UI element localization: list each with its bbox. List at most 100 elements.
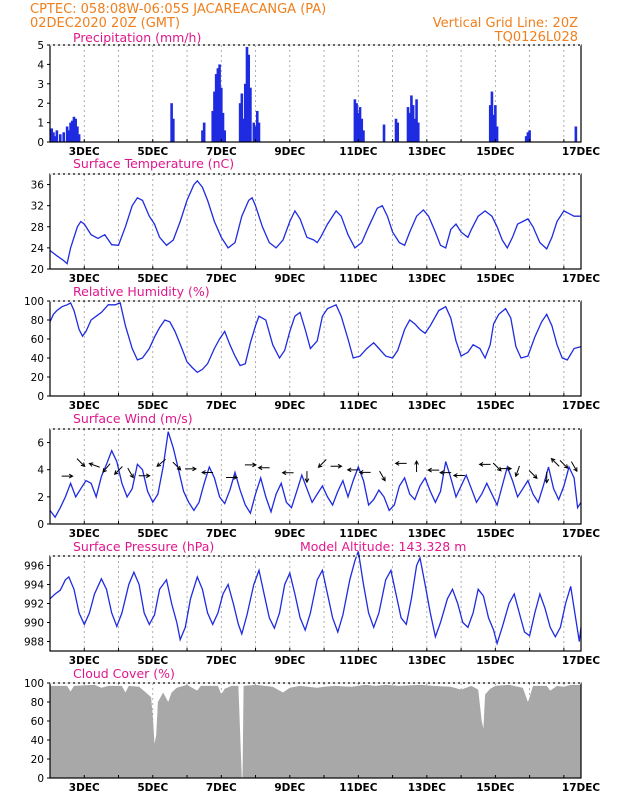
precip-bar — [62, 132, 66, 142]
x-tick-label: 9DEC — [274, 273, 305, 285]
precip-bar — [382, 124, 386, 142]
precip-bar — [223, 130, 227, 142]
wind-vector-arrow — [184, 466, 198, 472]
x-tick-label: 15DEC — [476, 146, 515, 158]
precip-bar — [254, 126, 257, 142]
wind-vector-arrow — [346, 467, 359, 473]
precip-bar — [408, 112, 412, 142]
precip-bar — [410, 95, 413, 142]
wind-vector-arrow — [330, 463, 343, 469]
x-tick-label: 3DEC — [69, 400, 100, 412]
precip-bar — [257, 122, 261, 142]
panel-frame — [49, 300, 582, 397]
wind-vector-arrow — [439, 470, 452, 475]
precip-bar — [202, 122, 206, 142]
y-tick-label: 80 — [31, 697, 44, 709]
x-tick-label: 9DEC — [274, 400, 305, 412]
grid-line-header: Vertical Grid Line: 20Z — [433, 16, 578, 31]
y-tick-label: 2 — [37, 492, 44, 504]
precip-bar — [52, 132, 55, 142]
x-tick-label: 15DEC — [476, 655, 515, 667]
run-time-header: 02DEC2020 20Z (GMT) — [30, 16, 180, 31]
precip-bar — [77, 134, 81, 142]
precip-bar — [240, 93, 244, 142]
y-tick-label: 4 — [37, 465, 44, 477]
y-tick-label: 6 — [37, 438, 44, 450]
x-tick-label: 7DEC — [206, 782, 237, 794]
wind-vector-arrow — [427, 467, 440, 473]
humidity-title: Relative Humidity (%) — [73, 284, 210, 299]
precip-bar — [247, 54, 250, 143]
wind-vector-arrow — [172, 461, 182, 471]
precip-bar — [490, 91, 494, 142]
x-tick-label: 5DEC — [137, 782, 168, 794]
wind-vector-arrow — [138, 473, 151, 479]
precip-bar — [488, 105, 492, 142]
y-tick-label: 0 — [37, 391, 44, 403]
y-tick-label: 20 — [31, 754, 44, 766]
x-tick-label: 3DEC — [69, 146, 100, 158]
series-line — [49, 551, 582, 646]
x-tick-label: 5DEC — [137, 400, 168, 412]
x-tick-label: 11DEC — [339, 273, 378, 285]
precip-bar — [495, 126, 499, 142]
station-header: CPTEC: 058:08W-06:05S JACAREACANGA (PA) — [30, 2, 326, 17]
precip-bar — [242, 118, 245, 142]
precip-bar — [360, 118, 364, 142]
precip-bar — [411, 105, 415, 142]
pressure-title: Surface Pressure (hPa) — [73, 539, 214, 554]
precip-bar — [55, 130, 59, 142]
precip-bar — [396, 122, 400, 142]
x-tick-label: 11DEC — [339, 146, 378, 158]
y-tick-label: 28 — [31, 222, 44, 234]
panel-frame — [49, 173, 582, 270]
panel-0: 0 1 2 3 4 5 3DEC 5DEC 7DEC 9DEC 11DEC 13DEC 15DEC 17D… — [37, 40, 600, 158]
panels: 0 1 2 3 4 5 3DEC 5DEC 7DEC 9DEC 11DEC 13DEC 15DEC 17D… — [24, 40, 600, 794]
panel-5: 0 20 40 60 80 100 3DEC 5DEC 7DEC 9DEC 11DEC 13DEC 15… — [24, 678, 600, 794]
panel-1: 20 24 28 32 36 3DEC 5DEC 7DEC 9DEC 11DEC 13DEC 15DE… — [31, 173, 601, 285]
x-tick-label: 17DEC — [562, 273, 601, 285]
precip-bar — [53, 136, 57, 142]
precip-bar — [216, 68, 220, 142]
x-tick-label: 13DEC — [408, 782, 447, 794]
y-tick-label: 24 — [31, 243, 45, 255]
x-tick-label: 15DEC — [476, 400, 515, 412]
wind-vector-arrow — [452, 473, 465, 478]
precip-bar — [524, 136, 528, 142]
precip-bar — [213, 91, 216, 142]
wind-vector-arrow — [127, 467, 134, 479]
y-tick-label: 0 — [37, 519, 44, 531]
precip-bar — [492, 114, 495, 142]
x-tick-label: 5DEC — [137, 273, 168, 285]
series-line — [49, 179, 581, 265]
panel-frame — [49, 428, 582, 525]
precip-bar — [67, 130, 71, 142]
x-tick-label: 7DEC — [206, 528, 237, 540]
precip-bar — [494, 105, 497, 142]
precip-bar — [358, 107, 362, 142]
y-tick-label: 100 — [24, 678, 44, 690]
precip-bar — [211, 110, 215, 142]
precip-bar — [415, 99, 418, 142]
precip-bar — [65, 126, 69, 142]
wind-vector-arrow — [492, 462, 502, 472]
x-tick-label: 17DEC — [562, 146, 601, 158]
x-tick-label: 9DEC — [274, 655, 305, 667]
x-tick-label: 5DEC — [137, 655, 168, 667]
precip-bar — [362, 130, 365, 142]
x-tick-label: 3DEC — [69, 655, 100, 667]
wind-vector-arrow — [394, 460, 407, 466]
x-tick-label: 7DEC — [206, 273, 237, 285]
precip-bar — [252, 122, 256, 142]
precip-bar — [416, 122, 420, 142]
x-tick-label: 5DEC — [137, 146, 168, 158]
series-line — [49, 301, 582, 374]
wind-vector-arrow — [244, 462, 257, 468]
y-tick-label: 60 — [31, 716, 44, 728]
wind-vector-arrow — [113, 466, 123, 475]
panel-frame — [49, 555, 582, 652]
temperature-title: Surface Temperature (nC) — [73, 156, 234, 171]
precip-bar — [394, 118, 398, 142]
y-tick-label: 60 — [31, 334, 44, 346]
x-tick-label: 3DEC — [69, 782, 100, 794]
